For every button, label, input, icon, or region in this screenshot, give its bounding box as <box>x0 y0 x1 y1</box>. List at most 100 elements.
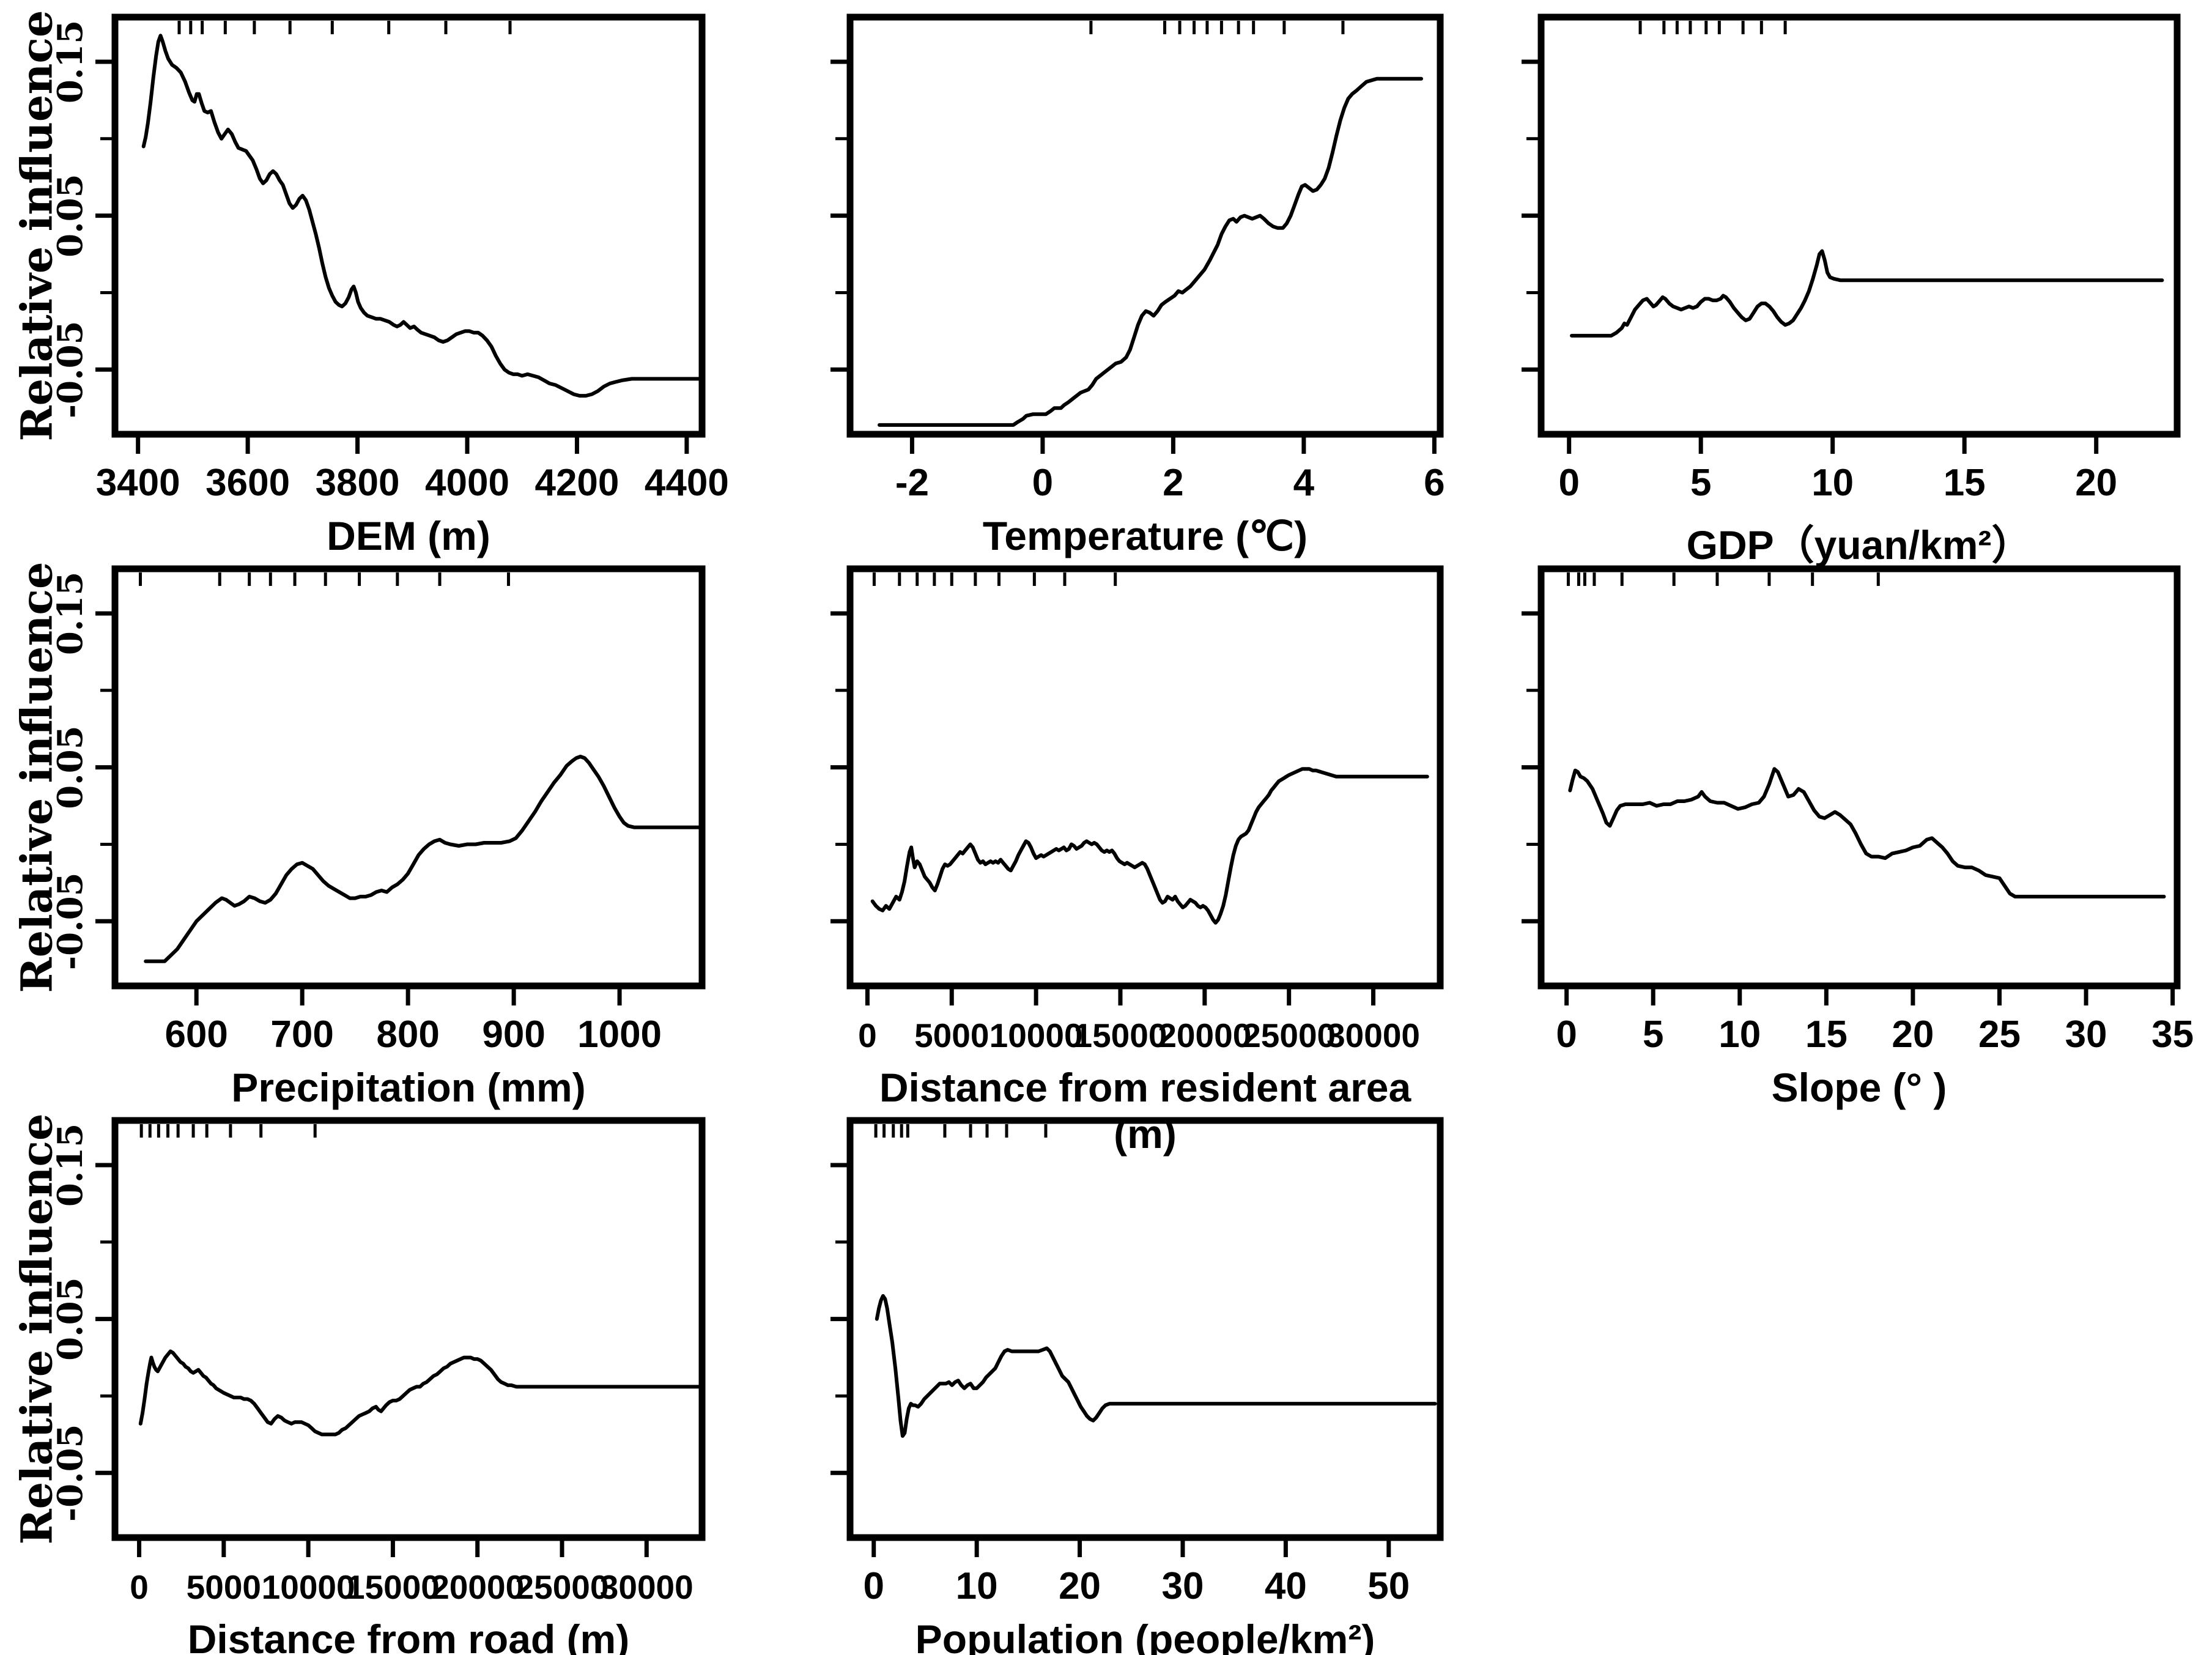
x-tick-label: 0 <box>1556 1013 1577 1056</box>
y-tick-label: 0.15 <box>50 572 91 655</box>
x-tick-label: 5 <box>1643 1013 1663 1056</box>
y-axis-title-row1: Relative influence <box>11 10 62 442</box>
x-tick-label: 10000 <box>262 1568 355 1606</box>
plot-frame <box>846 1117 1444 1541</box>
slope-curve <box>1568 767 2166 898</box>
y-axis-title-row2: Relative influence <box>11 561 62 993</box>
x-tick-label: 5 <box>1690 462 1711 504</box>
distance-road-plot: 0.15 0.05 -0.05 0 5000 1000015000200002500030… <box>50 1117 706 1606</box>
x-tick-label: 30 <box>2065 1013 2107 1056</box>
distance-road-curve <box>138 1349 701 1437</box>
x-tick-label: 20 <box>1059 1565 1101 1607</box>
panel-temperature: -2 0 2 4 6 Temperature (℃) <box>737 0 1474 558</box>
precipitation-x-axis-title: Precipitation (mm) <box>231 1065 586 1110</box>
x-tick-label: 0 <box>1032 462 1053 504</box>
x-tick-label: 15000 <box>1073 1016 1167 1054</box>
y-tick-label: 0.05 <box>50 725 91 809</box>
x-tick-label: 900 <box>482 1013 545 1056</box>
x-tick-label: 2 <box>1163 462 1183 504</box>
x-tick-label: 20 <box>1892 1013 1934 1056</box>
population-plot: 0 10 20 30 40 50 <box>830 1117 1444 1607</box>
precipitation-plot: 0.15 0.05 -0.05 600 700 800 900 1000 <box>50 565 706 1056</box>
x-tick-label: 15 <box>1805 1013 1848 1056</box>
panel-slope: 0 5 10 15 20 25 30 35 Slope (° ) <box>1475 552 2212 1110</box>
panel-population: 0 10 20 30 40 50 Population (people/km²) <box>737 1103 1474 1655</box>
dem-curve <box>141 34 703 398</box>
dem-plot: 0.15 0.05 -0.05 3400 3600 3800 4000 4200 4400 <box>50 13 729 504</box>
x-tick-label: 35 <box>2151 1013 2194 1056</box>
y-tick-label: 0.15 <box>50 1124 91 1207</box>
plot-frame <box>846 565 1444 990</box>
x-tick-label: 0 <box>1558 462 1579 504</box>
x-tick-label: 4 <box>1293 462 1315 504</box>
y-axis-title-row3: Relative influence <box>11 1113 62 1545</box>
plot-frame <box>111 1117 706 1541</box>
x-tick-label: 25000 <box>516 1568 609 1606</box>
x-tick-label: 10 <box>1718 1013 1761 1056</box>
x-tick-label: 4400 <box>645 462 729 504</box>
panel-gdp: 0 5 10 15 20 GDP（yuan/km²） <box>1475 0 2212 568</box>
panel-precipitation: 0.15 0.05 -0.05 600 700 800 900 1000 Precipitat… <box>0 552 737 1110</box>
x-tick-label: 600 <box>165 1013 227 1056</box>
x-tick-label: 10 <box>1811 462 1854 504</box>
x-tick-label: 700 <box>270 1013 333 1056</box>
x-tick-label: 5000 <box>914 1016 989 1054</box>
y-tick-label: 0.05 <box>50 1277 91 1360</box>
y-tick-label: -0.05 <box>50 320 91 418</box>
dem-x-axis-title: DEM (m) <box>327 513 490 558</box>
x-tick-label: 0 <box>863 1565 884 1607</box>
x-tick-label: 20 <box>2075 462 2117 504</box>
y-tick-label: -0.05 <box>50 872 91 970</box>
population-x-axis-title: Population (people/km²) <box>915 1616 1375 1655</box>
x-tick-label: 0 <box>130 1568 149 1606</box>
distance-resident-curve <box>870 767 1429 925</box>
temperature-x-axis-title: Temperature (℃) <box>982 513 1308 558</box>
x-tick-label: 3600 <box>205 462 290 504</box>
x-tick-label: 5000 <box>187 1568 261 1606</box>
panel-dem: 0.15 0.05 -0.05 3400 3600 3800 4000 4200 4400 DE… <box>0 0 737 558</box>
temperature-curve <box>878 76 1423 427</box>
x-tick-label: 20000 <box>1158 1016 1251 1054</box>
x-tick-label: 30 <box>1161 1565 1204 1607</box>
plot-frame <box>111 565 706 990</box>
x-tick-label: 0 <box>858 1016 877 1054</box>
plot-frame <box>1537 13 2181 438</box>
population-curve <box>875 1294 1437 1438</box>
x-tick-label: 1000 <box>577 1013 662 1056</box>
x-tick-label: 3400 <box>96 462 180 504</box>
x-tick-label: -2 <box>895 462 929 504</box>
x-tick-label: 30000 <box>600 1568 694 1606</box>
x-tick-label: 15 <box>1944 462 1986 504</box>
distance-road-x-axis-title: Distance from road (m) <box>187 1616 630 1655</box>
gdp-plot: 0 5 10 15 20 <box>1522 13 2181 504</box>
x-tick-label: 50 <box>1367 1565 1410 1607</box>
x-tick-label: 15000 <box>346 1568 440 1606</box>
x-tick-label: 25000 <box>1242 1016 1336 1054</box>
slope-x-axis-title: Slope (° ) <box>1771 1065 1947 1110</box>
y-tick-label: -0.05 <box>50 1424 91 1522</box>
x-tick-label: 25 <box>1978 1013 2021 1056</box>
gdp-curve <box>1570 249 2164 338</box>
plot-frame <box>111 13 706 438</box>
x-tick-label: 6 <box>1424 462 1444 504</box>
y-tick-label: 0.15 <box>50 20 91 103</box>
x-tick-label: 3800 <box>316 462 400 504</box>
x-tick-label: 30000 <box>1326 1016 1420 1054</box>
x-tick-label: 800 <box>376 1013 439 1056</box>
temperature-plot: -2 0 2 4 6 <box>830 13 1445 504</box>
slope-plot: 0 5 10 15 20 25 30 35 <box>1522 565 2194 1056</box>
x-tick-label: 10000 <box>989 1016 1083 1054</box>
panel-distance-road: 0.15 0.05 -0.05 0 5000 10000 15000 20000 25000 30… <box>0 1103 737 1655</box>
plot-frame <box>1537 565 2181 990</box>
y-tick-label: 0.05 <box>50 174 91 257</box>
panel-distance-resident: 0 5000 10000 15000 20000 25000 30000 Distance … <box>737 552 1474 1157</box>
precipitation-curve <box>144 755 701 963</box>
plot-frame <box>846 13 1444 438</box>
x-tick-label: 40 <box>1265 1565 1307 1607</box>
x-tick-label: 4200 <box>535 462 619 504</box>
gdp-x-axis-title: GDP（yuan/km²） <box>1686 522 2032 568</box>
x-tick-label: 10 <box>956 1565 998 1607</box>
x-tick-label: 20000 <box>431 1568 524 1606</box>
